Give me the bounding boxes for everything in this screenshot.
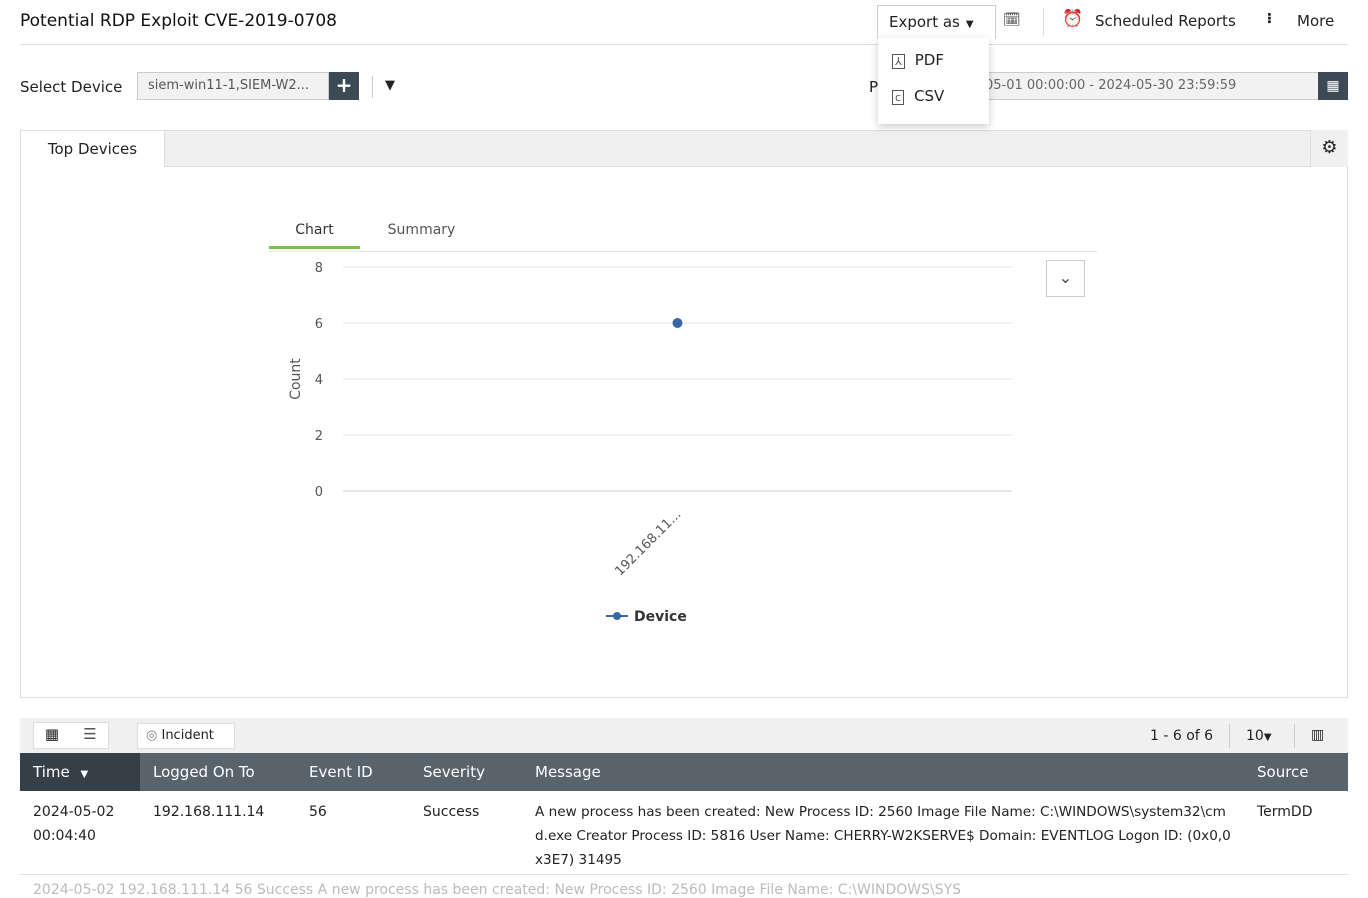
table-header: Time ▼ Logged On To Event ID Severity Me… bbox=[20, 753, 1348, 791]
legend-label[interactable]: Device bbox=[634, 609, 687, 625]
column-header-message[interactable]: Message bbox=[535, 763, 601, 781]
caret-down-icon: ▼ bbox=[965, 19, 974, 30]
y-tick-label: 8 bbox=[315, 261, 323, 276]
export-pdf-item[interactable]: ⅄ PDF bbox=[892, 51, 944, 69]
cell-severity: Success bbox=[423, 804, 480, 820]
filter-icon[interactable]: ▼ bbox=[385, 78, 395, 93]
column-header-time[interactable]: Time ▼ bbox=[33, 763, 88, 781]
list-view-icon[interactable]: ☰ bbox=[83, 725, 97, 743]
page-title: Potential RDP Exploit CVE-2019-0708 bbox=[20, 11, 337, 31]
period-input[interactable]: 05-01 00:00:00 - 2024-05-30 23:59:59 bbox=[985, 72, 1319, 100]
legend: Device bbox=[606, 609, 687, 625]
add-device-button[interactable]: + bbox=[329, 72, 359, 100]
column-header-logged-on-to[interactable]: Logged On To bbox=[153, 763, 255, 781]
column-header-event-id[interactable]: Event ID bbox=[309, 763, 373, 781]
export-as-button[interactable]: Export as ▼ bbox=[877, 5, 996, 39]
divider bbox=[269, 251, 1098, 252]
sort-desc-icon: ▼ bbox=[80, 769, 89, 780]
y-tick-label: 6 bbox=[315, 317, 323, 332]
row-divider bbox=[20, 874, 1348, 875]
grid-view-icon[interactable]: ▦ bbox=[44, 725, 60, 743]
export-menu: ⅄ PDF c CSV bbox=[878, 38, 989, 124]
page-size-value: 10 bbox=[1246, 728, 1264, 744]
data-point[interactable] bbox=[672, 318, 683, 328]
column-time-bg bbox=[20, 753, 140, 791]
export-csv-item[interactable]: c CSV bbox=[892, 87, 944, 105]
cell-source: TermDD bbox=[1257, 804, 1313, 820]
device-input[interactable]: siem-win11-1,SIEM-W2... bbox=[137, 72, 329, 100]
period-label: P bbox=[869, 78, 879, 96]
scheduled-reports-link[interactable]: Scheduled Reports bbox=[1095, 12, 1236, 30]
divider bbox=[372, 76, 373, 98]
tab-top-devices[interactable]: Top Devices bbox=[20, 130, 165, 167]
csv-file-icon: c bbox=[892, 90, 905, 105]
more-icon: ⠇ bbox=[1266, 12, 1277, 28]
more-button[interactable]: More bbox=[1297, 12, 1335, 30]
caret-down-icon: ▼ bbox=[1263, 732, 1272, 743]
menu-item-label: CSV bbox=[914, 87, 945, 105]
gear-icon[interactable]: ⚙ bbox=[1310, 130, 1348, 167]
menu-item-label: PDF bbox=[914, 51, 944, 69]
legend-marker bbox=[613, 612, 621, 620]
divider bbox=[1294, 724, 1295, 748]
cell-message: A new process has been created: New Proc… bbox=[535, 804, 1231, 868]
tab-chart[interactable]: Chart bbox=[269, 222, 360, 249]
page-size-select[interactable]: 10▼ bbox=[1246, 728, 1272, 744]
cell-event-id: 56 bbox=[309, 804, 327, 820]
y-tick-label: 2 bbox=[315, 429, 323, 444]
y-tick-label: 0 bbox=[315, 485, 323, 500]
y-axis-label: Count bbox=[288, 358, 304, 400]
table-row-partial: 2024-05-02 192.168.111.14 56 Success A n… bbox=[33, 882, 962, 898]
column-settings-icon[interactable]: ▥ bbox=[1311, 727, 1325, 743]
header-label: Time bbox=[33, 763, 70, 781]
divider bbox=[20, 44, 1348, 45]
divider bbox=[1043, 8, 1044, 36]
select-device-label: Select Device bbox=[20, 78, 123, 96]
table-toolbar bbox=[20, 718, 1348, 753]
schedule-report-icon[interactable]: 🗓 bbox=[1003, 12, 1021, 28]
calendar-icon[interactable]: ▦ bbox=[1318, 72, 1348, 100]
chart: 0 2 4 6 8 192.168.11... Count Device bbox=[288, 261, 1012, 625]
alarm-clock-icon: ⏰ bbox=[1062, 9, 1084, 29]
column-header-severity[interactable]: Severity bbox=[423, 763, 485, 781]
pdf-file-icon: ⅄ bbox=[892, 54, 905, 69]
view-toggle: ▦ ☰ bbox=[33, 722, 109, 749]
x-tick-label: 192.168.11... bbox=[612, 507, 684, 579]
chevron-down-icon: ⌄ bbox=[1058, 268, 1073, 287]
column-header-source[interactable]: Source bbox=[1257, 763, 1309, 781]
panel-tab-bar bbox=[20, 130, 1348, 167]
cell-time: 2024-05-02 00:04:40 bbox=[33, 804, 115, 844]
cell-logged-on-to: 192.168.111.14 bbox=[153, 804, 265, 820]
y-tick-label: 4 bbox=[315, 373, 323, 388]
incident-button[interactable]: ◎ Incident bbox=[137, 723, 235, 749]
incident-label: Incident bbox=[161, 728, 214, 743]
export-label: Export as bbox=[889, 13, 960, 31]
chart-options-dropdown[interactable]: ⌄ bbox=[1046, 260, 1085, 297]
pagination-info: 1 - 6 of 6 bbox=[1150, 728, 1214, 744]
divider bbox=[1229, 724, 1230, 748]
tab-summary[interactable]: Summary bbox=[387, 222, 456, 238]
fingerprint-icon: ◎ bbox=[146, 728, 162, 743]
